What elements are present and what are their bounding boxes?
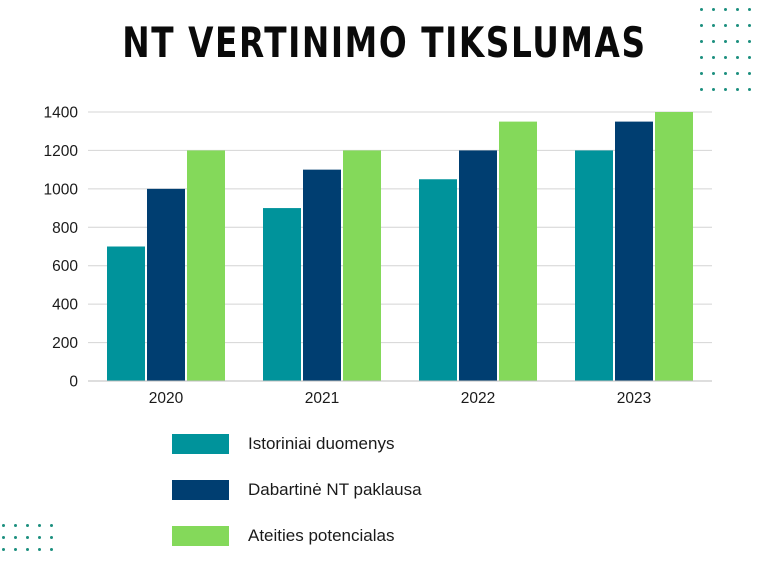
decorative-dot bbox=[700, 40, 703, 43]
decorative-dot bbox=[50, 524, 53, 527]
y-tick-label: 1000 bbox=[44, 181, 79, 198]
x-tick-label: 2020 bbox=[149, 390, 184, 407]
bar bbox=[147, 188, 185, 381]
legend-label-future-potential: Ateities potencialas bbox=[248, 526, 395, 545]
decorative-dot bbox=[14, 536, 17, 539]
y-axis-ticks: 0 200 400 600 800 1000 1200 1400 bbox=[44, 105, 79, 391]
y-tick-label: 600 bbox=[52, 258, 78, 275]
legend-label-current-demand: Dabartinė NT paklausa bbox=[248, 480, 422, 499]
decorative-dot bbox=[700, 72, 703, 75]
bar bbox=[107, 246, 145, 381]
decorative-dot bbox=[712, 56, 715, 59]
y-tick-label: 800 bbox=[52, 220, 78, 237]
bar bbox=[303, 169, 341, 381]
y-tick-label: 200 bbox=[52, 335, 78, 352]
decorative-dot bbox=[26, 536, 29, 539]
decorative-dot bbox=[736, 56, 739, 59]
x-tick-label: 2021 bbox=[305, 390, 339, 407]
bar bbox=[187, 150, 225, 381]
bars bbox=[107, 112, 693, 381]
x-axis-ticks: 2020 2021 2022 2023 bbox=[149, 390, 651, 407]
y-tick-label: 1200 bbox=[44, 143, 79, 160]
bar bbox=[419, 179, 457, 381]
decorative-dot bbox=[736, 72, 739, 75]
decorative-dot bbox=[2, 548, 5, 551]
decorative-dot bbox=[26, 524, 29, 527]
decorative-dot bbox=[736, 40, 739, 43]
decorative-dot bbox=[712, 8, 715, 11]
decorative-dot bbox=[712, 72, 715, 75]
decorative-dot bbox=[748, 40, 751, 43]
decorative-dot bbox=[748, 72, 751, 75]
decorative-dot bbox=[736, 8, 739, 11]
x-tick-label: 2022 bbox=[461, 390, 495, 407]
decorative-dot bbox=[712, 88, 715, 91]
bar bbox=[263, 208, 301, 381]
decorative-dot bbox=[748, 8, 751, 11]
decorative-dot bbox=[700, 88, 703, 91]
decorative-dot bbox=[724, 88, 727, 91]
decorative-dot bbox=[700, 8, 703, 11]
decorative-dot bbox=[724, 72, 727, 75]
decorative-dot bbox=[724, 8, 727, 11]
decorative-dot bbox=[50, 536, 53, 539]
bar bbox=[655, 112, 693, 381]
decorative-dot bbox=[736, 88, 739, 91]
bar bbox=[459, 150, 497, 381]
decorative-dot bbox=[14, 548, 17, 551]
decorative-dot bbox=[712, 24, 715, 27]
decorative-dot bbox=[724, 56, 727, 59]
decorative-dot bbox=[700, 24, 703, 27]
x-tick-label: 2023 bbox=[617, 390, 651, 407]
bar bbox=[615, 121, 653, 381]
decorative-dot bbox=[38, 524, 41, 527]
legend-swatch-future-potential bbox=[172, 526, 229, 546]
decorative-dot bbox=[700, 56, 703, 59]
decorative-dot bbox=[748, 56, 751, 59]
decorative-dot bbox=[38, 536, 41, 539]
y-tick-label: 0 bbox=[69, 374, 78, 391]
legend-swatch-current-demand bbox=[172, 480, 229, 500]
bar bbox=[499, 121, 537, 381]
decorative-dot bbox=[724, 40, 727, 43]
decorative-dot bbox=[38, 548, 41, 551]
chart-title: NT VERTINIMO TIKSLUMAS bbox=[122, 18, 647, 67]
decorative-dot bbox=[724, 24, 727, 27]
y-tick-label: 400 bbox=[52, 297, 78, 314]
decorative-dot bbox=[14, 524, 17, 527]
decorative-dot bbox=[736, 24, 739, 27]
decorative-dot bbox=[2, 536, 5, 539]
decorative-dot bbox=[2, 524, 5, 527]
bar bbox=[343, 150, 381, 381]
legend-swatch-historical bbox=[172, 434, 229, 454]
legend-label-historical: Istoriniai duomenys bbox=[248, 434, 395, 453]
decorative-dot bbox=[748, 24, 751, 27]
bar bbox=[575, 150, 613, 381]
decorative-dot bbox=[26, 548, 29, 551]
decorative-dot bbox=[50, 548, 53, 551]
y-tick-label: 1400 bbox=[44, 105, 79, 122]
decorative-dot bbox=[748, 88, 751, 91]
decorative-dot bbox=[712, 40, 715, 43]
